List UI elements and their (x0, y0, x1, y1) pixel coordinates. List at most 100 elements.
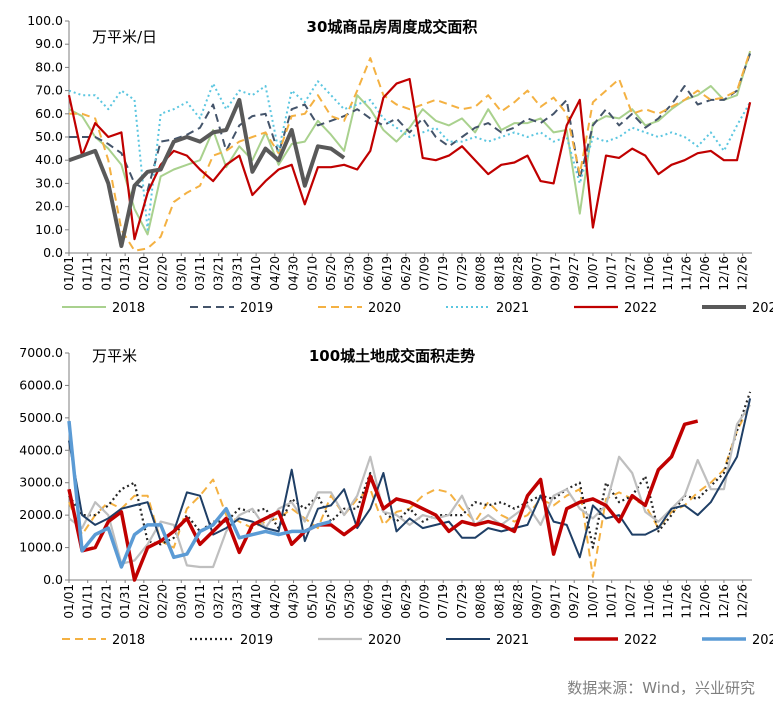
x-tick-label: 09/17 (549, 584, 563, 619)
x-tick-label: 05/10 (305, 584, 319, 619)
legend-label-2018: 2018 (112, 633, 145, 648)
x-tick-label: 01/01 (62, 584, 76, 619)
x-tick-label: 01/01 (62, 256, 76, 291)
legend-label-2020: 2020 (368, 301, 401, 316)
x-tick-label: 06/19 (380, 584, 394, 619)
legend-label-2021: 2021 (496, 301, 529, 316)
x-tick-label: 03/31 (230, 584, 244, 619)
x-tick-label: 01/31 (118, 584, 132, 619)
x-tick-label: 08/18 (492, 584, 506, 619)
x-tick-label: 12/16 (717, 256, 731, 291)
x-tick-label: 04/20 (268, 584, 282, 619)
legend-label-2022: 2022 (624, 633, 657, 648)
x-tick-label: 07/19 (436, 256, 450, 291)
x-tick-label: 03/31 (230, 256, 244, 291)
x-tick-label: 10/17 (605, 256, 619, 291)
chart-100-city-land: 100城土地成交面积走势 万平米 0.0 1000.0 2000.0 3000.0 40… (19, 345, 773, 648)
series-line-2023 (67, 420, 332, 569)
y-tick-label: 70.0 (35, 83, 63, 98)
x-tick-label: 07/09 (418, 584, 432, 619)
legend-label-2023: 2023 (752, 633, 773, 648)
x-tick-label: 06/29 (399, 256, 413, 291)
x-tick-label: 12/26 (736, 584, 750, 619)
x-tick-label: 07/29 (455, 256, 469, 291)
x-tick-label: 03/21 (212, 256, 226, 291)
legend-label-2022: 2022 (624, 301, 657, 316)
x-tick-label: 02/20 (156, 256, 170, 291)
x-tick-label: 03/11 (193, 584, 207, 619)
series-line-2018 (68, 50, 752, 236)
x-tick-label: 10/17 (605, 584, 619, 619)
series-line-2022 (67, 419, 699, 582)
x-tick-label: 05/30 (343, 584, 357, 619)
x-tick-label: 02/10 (137, 584, 151, 619)
x-tick-label: 07/19 (436, 584, 450, 619)
x-tick-label: 01/21 (99, 584, 113, 619)
chart-title: 30城商品房周度成交面积 (307, 18, 478, 36)
series-line-2021 (68, 80, 751, 231)
x-tick-label: 10/27 (623, 256, 637, 291)
x-tick-label: 03/21 (212, 584, 226, 619)
x-tick-label: 04/20 (268, 256, 282, 291)
x-tick-label: 06/19 (380, 256, 394, 291)
y-tick-label: 80.0 (35, 59, 63, 74)
x-tick-label: 03/01 (174, 256, 188, 291)
y-tick-label: 10.0 (35, 222, 63, 237)
y-tick-label: 4000.0 (19, 442, 63, 457)
y-tick-label: 30.0 (35, 175, 63, 190)
series-line-2023 (68, 97, 346, 248)
x-tick-label: 05/30 (343, 256, 357, 291)
chart-30-city-housing: 30城商品房周度成交面积 万平米/日 0.0 10.0 20.0 30.0 40.0 50… (27, 13, 773, 316)
x-tick-label: 09/27 (567, 256, 581, 291)
x-tick-label: 08/28 (511, 584, 525, 619)
legend-label-2021: 2021 (496, 633, 529, 648)
x-tick-label: 04/10 (249, 584, 263, 619)
x-tick-label: 12/06 (698, 584, 712, 619)
y-tick-label: 7000.0 (19, 345, 63, 360)
source-note: 数据来源：Wind，兴业研究 (567, 679, 755, 697)
unit-label: 万平米 (92, 347, 137, 365)
x-tick-label: 04/30 (287, 256, 301, 291)
x-tick-label: 08/28 (511, 256, 525, 291)
x-tick-label: 05/20 (324, 256, 338, 291)
y-tick-label: 100.0 (27, 13, 63, 28)
series-line-2019 (69, 53, 752, 192)
x-tick-label: 11/16 (661, 584, 675, 619)
y-tick-label: 0.0 (43, 245, 63, 260)
x-tick-label: 10/27 (623, 584, 637, 619)
x-tick-label: 02/20 (156, 584, 170, 619)
x-tick-label: 06/09 (361, 584, 375, 619)
x-tick-label: 04/30 (287, 584, 301, 619)
x-tick-label: 01/31 (118, 256, 132, 291)
y-tick-label: 3000.0 (19, 475, 63, 490)
x-tick-label: 07/29 (455, 584, 469, 619)
y-tick-label: 90.0 (35, 36, 63, 51)
x-tick-label: 06/29 (399, 584, 413, 619)
x-tick-label: 01/11 (81, 584, 95, 619)
x-tick-label: 12/06 (698, 256, 712, 291)
x-tick-label: 12/26 (736, 256, 750, 291)
x-tick-label: 11/06 (642, 256, 656, 291)
x-tick-label: 03/11 (193, 256, 207, 291)
legend-label-2019: 2019 (240, 301, 273, 316)
series-line-2021 (68, 398, 752, 559)
x-tick-label: 10/07 (586, 256, 600, 291)
x-tick-label: 04/10 (249, 256, 263, 291)
y-tick-label: 0.0 (43, 572, 63, 587)
x-tick-label: 11/06 (642, 584, 656, 619)
x-tick-label: 07/09 (418, 256, 432, 291)
x-tick-label: 08/18 (492, 256, 506, 291)
x-tick-label: 09/17 (549, 256, 563, 291)
legend-label-2023: 2023 (752, 301, 773, 316)
x-tick-label: 08/08 (474, 584, 488, 619)
x-tick-label: 01/21 (99, 256, 113, 291)
series-line-2022 (67, 77, 752, 241)
series-line-2020 (69, 50, 752, 252)
series-line-2020 (68, 404, 752, 569)
y-tick-label: 60.0 (35, 106, 63, 121)
y-tick-label: 6000.0 (19, 377, 63, 392)
x-tick-label: 11/26 (680, 256, 694, 291)
legend-label-2019: 2019 (240, 633, 273, 648)
